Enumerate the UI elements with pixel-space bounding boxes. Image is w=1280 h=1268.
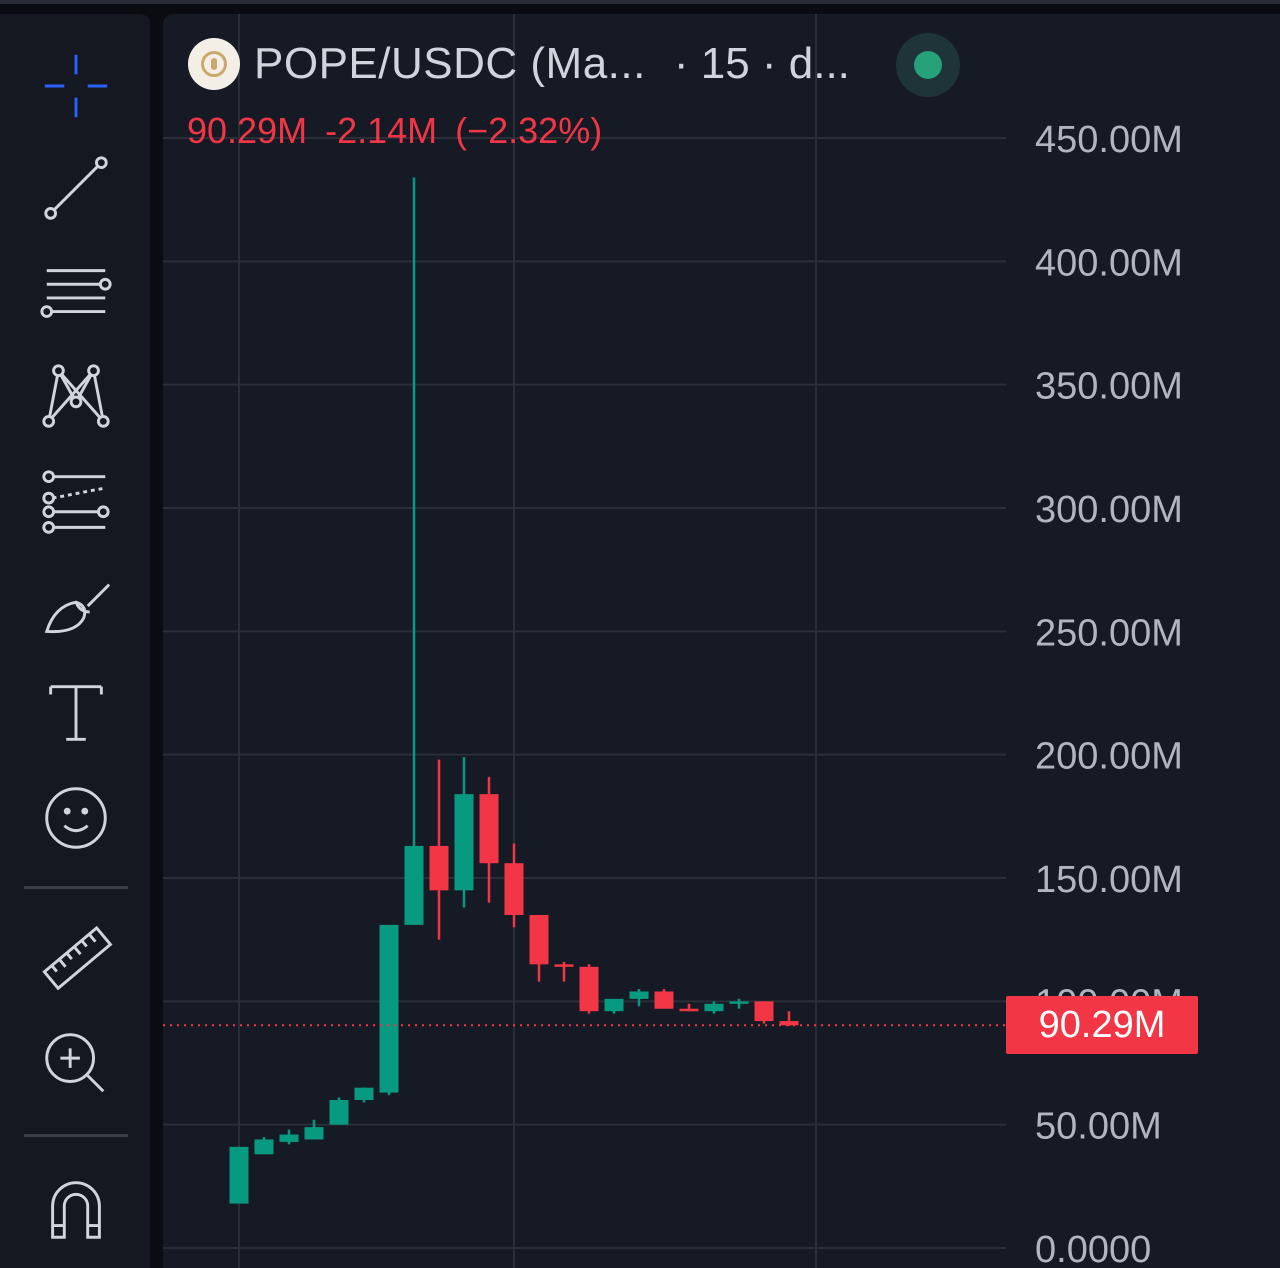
candle-down bbox=[654, 991, 674, 1009]
candle-up bbox=[329, 1100, 349, 1125]
candle-down bbox=[754, 1001, 774, 1022]
candle-up bbox=[279, 1134, 299, 1142]
candle-down bbox=[429, 845, 449, 891]
trend-line-icon bbox=[44, 156, 108, 220]
status-dot-icon bbox=[914, 51, 942, 79]
emoji-tool[interactable] bbox=[24, 776, 128, 860]
y-axis-tick-label: 150.00M bbox=[1035, 859, 1183, 901]
candle-up bbox=[229, 1146, 249, 1204]
price-change: -2.14M bbox=[325, 110, 438, 151]
text-icon bbox=[49, 685, 103, 741]
candle-up bbox=[404, 845, 424, 925]
text-tool[interactable] bbox=[24, 670, 128, 754]
trend-line-tool[interactable] bbox=[24, 146, 128, 230]
candle-down bbox=[579, 966, 599, 1012]
y-axis-tick-label: 400.00M bbox=[1035, 242, 1183, 284]
market-status-indicator[interactable] bbox=[896, 33, 960, 97]
toolbar-divider bbox=[24, 886, 128, 889]
crosshair-icon bbox=[44, 54, 108, 118]
interval-label[interactable]: · 15 · d... bbox=[673, 39, 850, 88]
candle-up bbox=[629, 991, 649, 999]
toolbar-divider bbox=[24, 1134, 128, 1137]
ruler-tool[interactable] bbox=[24, 916, 128, 1000]
zoom-in-tool[interactable] bbox=[24, 1020, 128, 1104]
fib-projection-tool[interactable] bbox=[24, 460, 128, 544]
y-axis-tick-label: 450.00M bbox=[1035, 119, 1183, 161]
y-axis-tick-label: 0.0000 bbox=[1035, 1229, 1151, 1268]
candle-up bbox=[729, 1001, 749, 1004]
drawing-toolbar bbox=[0, 14, 150, 1268]
zoom-in-icon bbox=[45, 1033, 105, 1093]
candle-up bbox=[354, 1087, 374, 1100]
candle-down bbox=[504, 863, 524, 915]
brush-tool[interactable] bbox=[24, 566, 128, 650]
candle-down bbox=[554, 964, 574, 967]
emoji-icon bbox=[45, 787, 107, 849]
candle-up bbox=[454, 794, 474, 891]
magnet-tool[interactable] bbox=[24, 1166, 128, 1250]
horizontal-lines-icon bbox=[40, 269, 112, 318]
price-change-percent: (−2.32%) bbox=[455, 110, 603, 151]
symbol-name[interactable]: POPE/USDC (Ma... bbox=[254, 39, 646, 88]
magnet-icon bbox=[51, 1181, 101, 1239]
candle-up bbox=[304, 1127, 324, 1140]
ruler-icon bbox=[42, 925, 113, 991]
fib-projection-icon bbox=[42, 470, 110, 534]
quote-line: 90.29M -2.14M (−2.32%) bbox=[187, 110, 620, 152]
horizontal-lines-tool[interactable] bbox=[24, 252, 128, 336]
crosshair-tool[interactable] bbox=[24, 44, 128, 128]
chart-panel[interactable]: 450.00M 400.00M 350.00M 300.00M 250.00M 200.0… bbox=[163, 14, 1280, 1268]
y-axis-tick-label: 300.00M bbox=[1035, 489, 1183, 531]
candle-up bbox=[604, 998, 624, 1012]
y-axis-tick-label: 250.00M bbox=[1035, 612, 1183, 654]
candle-up bbox=[379, 924, 399, 1093]
brush-icon bbox=[44, 583, 111, 634]
candlestick-chart[interactable]: 450.00M 400.00M 350.00M 300.00M 250.00M 200.0… bbox=[163, 14, 1280, 1268]
current-price-label: 90.29M bbox=[1006, 996, 1198, 1055]
y-axis-tick-label: 350.00M bbox=[1035, 366, 1183, 408]
pattern-tool[interactable] bbox=[24, 354, 128, 438]
pattern-icon bbox=[42, 364, 110, 428]
top-border bbox=[0, 0, 1280, 4]
symbol-header[interactable]: POPE/USDC (Ma... · 15 · d... bbox=[188, 36, 850, 92]
y-axis-tick-label: 50.00M bbox=[1035, 1106, 1162, 1148]
candle-up bbox=[704, 1003, 724, 1012]
candle-down bbox=[779, 1021, 799, 1026]
candle-up bbox=[254, 1139, 274, 1155]
candle-down bbox=[679, 1008, 699, 1012]
y-axis-tick-label: 200.00M bbox=[1035, 736, 1183, 778]
last-price: 90.29M bbox=[187, 110, 308, 151]
candle-down bbox=[479, 794, 499, 864]
pope-coin-logo bbox=[188, 38, 240, 90]
candle-down bbox=[529, 915, 549, 965]
